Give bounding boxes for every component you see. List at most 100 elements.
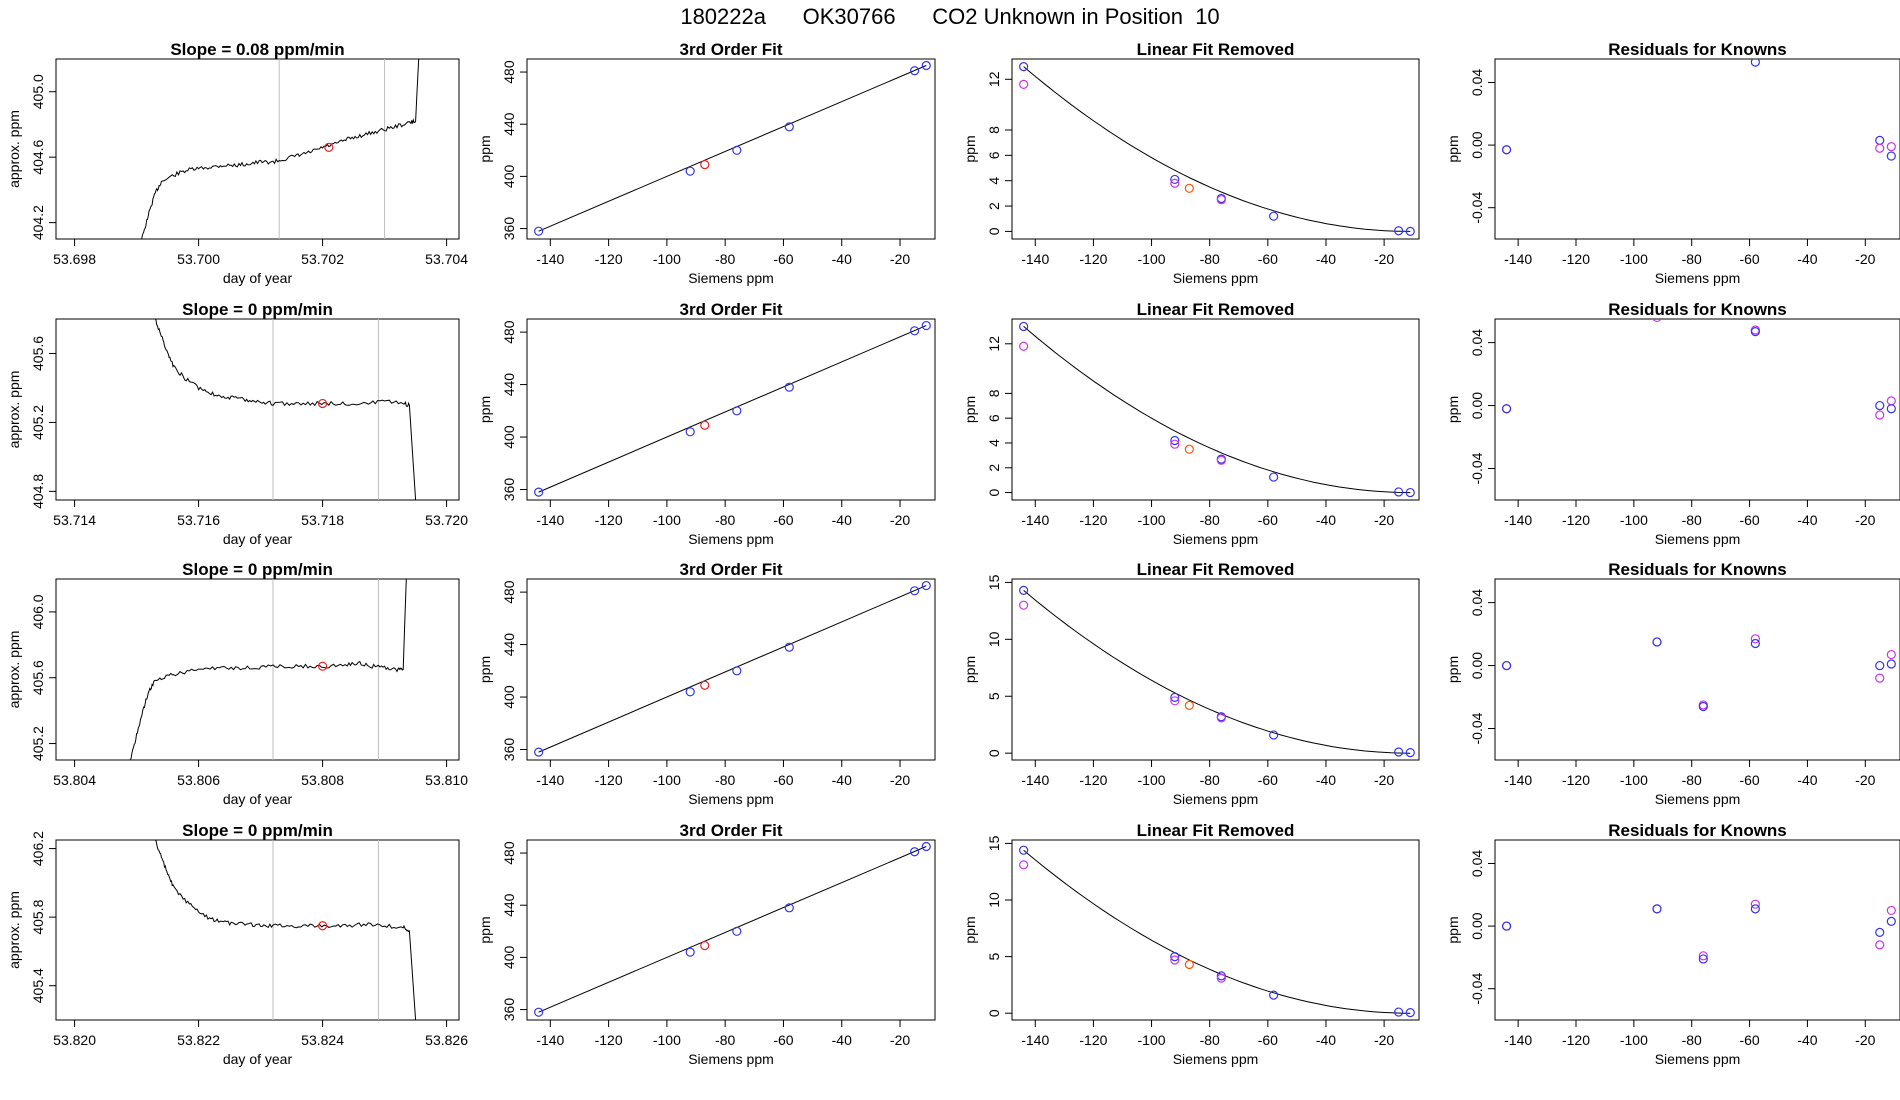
plot-title: 3rd Order Fit xyxy=(680,821,783,840)
figure-title: 180222a OK30766 CO2 Unknown in Position … xyxy=(680,4,1220,29)
x-tick-label: -80 xyxy=(715,772,735,788)
data-point xyxy=(700,680,710,690)
fit-line xyxy=(538,65,927,232)
data-layer xyxy=(534,841,931,1017)
data-point xyxy=(1875,940,1885,950)
panel-r2c3: Residuals for Knowns -140 -120 -100 -80 -60 -4… xyxy=(1445,560,1900,807)
x-tick-label: -80 xyxy=(1200,251,1220,267)
x-tick-label: 53.718 xyxy=(301,512,344,528)
data-point xyxy=(534,226,544,236)
data-point xyxy=(1652,637,1662,647)
panel-r1c1: 3rd Order Fit -140 -120 -100 -80 -60 -40 -20 Sie… xyxy=(477,300,936,547)
fit-curve xyxy=(1023,590,1411,754)
fit-curve xyxy=(1023,326,1411,494)
plot-title: Linear Fit Removed xyxy=(1137,560,1295,579)
x-tick-label: 53.804 xyxy=(53,772,96,788)
data-point xyxy=(700,160,710,170)
x-tick-label: 53.824 xyxy=(301,1032,344,1048)
data-point xyxy=(1652,319,1662,323)
y-tick-label: 360 xyxy=(501,738,517,762)
x-tick-label: -100 xyxy=(653,772,681,788)
sample-marker xyxy=(318,921,328,931)
data-point xyxy=(921,841,931,852)
plot-frame xyxy=(55,578,460,761)
x-tick-label: -20 xyxy=(890,251,910,267)
sample-marker xyxy=(318,661,328,671)
data-layer xyxy=(1501,59,1896,161)
data-point xyxy=(1394,747,1404,757)
x-axis-label: Siemens ppm xyxy=(688,791,774,807)
x-tick-label: -80 xyxy=(1682,512,1702,528)
x-axis-label: day of year xyxy=(223,270,293,286)
x-tick-label: -120 xyxy=(595,772,623,788)
data-point xyxy=(1875,143,1885,153)
x-tick-label: -20 xyxy=(890,1032,910,1048)
y-tick-label: 6 xyxy=(986,414,1002,422)
data-point xyxy=(1216,973,1226,983)
data-point xyxy=(784,122,794,132)
x-tick-label: -40 xyxy=(1316,251,1336,267)
data-point xyxy=(784,642,794,652)
trace-line xyxy=(129,579,407,760)
data-point xyxy=(1875,673,1885,683)
panel-r2c0: Slope = 0 ppm/min 53.804 53.806 53.808 53.81… xyxy=(6,560,468,807)
panel-r3c1: 3rd Order Fit -140 -120 -100 -80 -60 -40 -20 Sie… xyxy=(477,821,936,1067)
panel-r3c3: Residuals for Knowns -140 -120 -100 -80 -60 -4… xyxy=(1445,821,1900,1067)
x-axis-label: Siemens ppm xyxy=(1173,531,1259,547)
x-axis-label: day of year xyxy=(223,1051,293,1067)
data-point xyxy=(1875,660,1885,671)
x-tick-label: -20 xyxy=(1374,251,1394,267)
x-tick-label: -120 xyxy=(1562,512,1590,528)
data-point xyxy=(909,847,920,857)
x-tick-label: -80 xyxy=(715,1032,735,1048)
y-tick-label: 5 xyxy=(986,692,1002,700)
y-tick-label: -0.04 xyxy=(1469,973,1485,1005)
data-layer xyxy=(534,320,931,497)
x-tick-label: -120 xyxy=(595,512,623,528)
data-point xyxy=(700,420,710,430)
x-tick-label: -40 xyxy=(832,1032,852,1048)
y-tick-label: 480 xyxy=(501,841,517,865)
x-tick-label: -120 xyxy=(595,251,623,267)
data-point xyxy=(1184,959,1194,970)
y-axis-label: ppm xyxy=(477,916,493,943)
y-tick-label: 400 xyxy=(501,685,517,709)
x-tick-label: -140 xyxy=(536,251,564,267)
x-tick-label: -120 xyxy=(1079,772,1107,788)
plot-frame xyxy=(526,578,936,761)
y-tick-label: 405.2 xyxy=(30,405,46,440)
data-layer xyxy=(1501,319,1896,420)
data-point xyxy=(1886,151,1896,161)
y-tick-label: -0.04 xyxy=(1469,192,1485,224)
data-point xyxy=(1184,444,1194,454)
plot-title: Residuals for Knowns xyxy=(1608,560,1787,579)
data-layer xyxy=(141,59,420,239)
y-tick-label: 405.8 xyxy=(30,899,46,934)
fit-curve xyxy=(1023,849,1411,1014)
data-point xyxy=(909,586,920,596)
y-axis-label: ppm xyxy=(477,656,493,683)
plot-frame xyxy=(526,318,936,501)
y-tick-label: 0 xyxy=(986,1009,1002,1017)
x-tick-label: -20 xyxy=(1374,772,1394,788)
y-tick-label: 405.6 xyxy=(30,660,46,695)
y-tick-label: 15 xyxy=(986,574,1002,590)
x-tick-label: -100 xyxy=(653,251,681,267)
data-point xyxy=(1269,472,1279,482)
data-point xyxy=(921,60,931,71)
x-axis-label: day of year xyxy=(223,531,293,547)
y-tick-label: 2 xyxy=(986,202,1002,210)
x-tick-label: -80 xyxy=(1200,1032,1220,1048)
data-point xyxy=(534,747,544,757)
y-tick-label: 12 xyxy=(986,336,1002,352)
y-axis-label: ppm xyxy=(962,656,978,683)
x-tick-label: 53.702 xyxy=(301,251,344,267)
data-point xyxy=(1405,748,1415,758)
plot-title: 3rd Order Fit xyxy=(680,560,783,579)
data-point xyxy=(1875,135,1885,145)
x-tick-label: -140 xyxy=(536,1032,564,1048)
x-tick-label: 53.822 xyxy=(177,1032,220,1048)
y-axis-label: ppm xyxy=(962,396,978,423)
data-point xyxy=(1886,905,1896,916)
x-tick-label: -140 xyxy=(536,772,564,788)
